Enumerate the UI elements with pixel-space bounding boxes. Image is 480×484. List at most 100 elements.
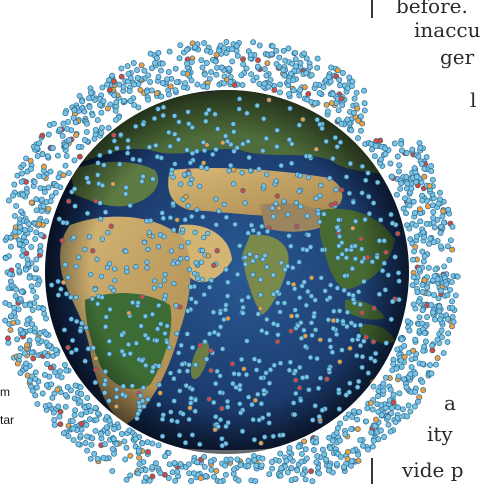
satellite-dot [365,370,371,376]
satellite-dot [127,452,134,459]
satellite-dot [154,326,161,332]
satellite-dot [150,176,156,182]
satellite-dot [141,67,148,74]
satellite-dot [221,80,227,87]
satellite-dot [223,50,230,57]
satellite-dot [336,387,342,393]
satellite-dot [56,216,62,222]
satellite-dot [205,253,211,259]
satellite-dot [221,45,228,52]
satellite-dot [49,145,56,151]
satellite-dot [78,391,85,397]
satellite-dot [149,473,156,480]
satellite-dot [125,341,132,348]
satellite-dot [382,287,388,293]
satellite-dot [354,105,361,112]
satellite-dot [217,373,223,379]
satellite-dot [336,308,343,314]
satellite-dot [313,146,319,152]
satellite-dot [139,294,145,300]
satellite-dot [246,154,252,161]
satellite-dot [355,289,362,295]
satellite-dot [224,398,231,405]
satellite-dot [381,434,388,440]
satellite-dot [113,386,120,393]
satellite-dot [28,166,34,173]
satellite-dot [82,246,88,252]
satellite-dot [189,386,195,392]
satellite-dot [62,403,69,410]
satellite-dot [444,292,451,299]
satellite-dot [421,165,428,172]
satellite-dot [175,260,181,266]
satellite-dot [43,315,49,322]
satellite-dot [302,446,309,453]
text-fragment-3: ger [440,45,475,69]
satellite-dot [106,86,113,93]
satellite-dot [180,411,186,417]
satellite-dot [146,477,153,484]
satellite-dot [130,156,136,162]
satellite-dot [297,86,304,93]
satellite-dot [65,170,72,177]
satellite-dot [381,238,387,244]
satellite-dot [307,153,313,159]
satellite-dot [285,280,291,286]
satellite-dot [199,64,206,71]
satellite-dot [258,292,264,298]
satellite-dot [303,455,310,462]
satellite-dot [415,153,422,160]
satellite-dot [407,408,414,415]
satellite-dot [361,278,367,285]
satellite-dot [346,74,353,81]
satellite-dot [309,332,315,338]
satellite-dot [332,134,338,141]
satellite-dot [312,297,318,303]
satellite-dot [32,235,39,242]
satellite-dot [425,264,432,271]
satellite-dot [349,265,356,272]
satellite-dot [26,274,33,281]
satellite-dot [292,63,299,70]
satellite-dot [89,112,96,119]
satellite-dot [285,211,291,218]
satellite-dot [319,247,326,253]
satellite-dot [219,436,225,442]
satellite-dot [419,378,426,385]
satellite-dot [300,116,306,123]
satellite-dot [113,441,120,447]
satellite-dot [153,90,160,97]
satellite-dot [18,178,25,185]
satellite-dot [340,463,347,470]
satellite-dot [186,266,193,273]
satellite-dot [295,443,302,450]
satellite-dot [275,332,281,338]
satellite-dot [449,246,456,253]
satellite-dot [359,354,366,360]
satellite-dot [97,216,104,222]
satellite-dot [381,260,387,266]
satellite-dot [200,139,207,146]
satellite-dot [102,209,109,215]
satellite-dot [231,371,237,377]
satellite-dot [188,77,195,84]
satellite-dot [273,47,280,54]
satellite-dot [73,263,79,270]
satellite-dot [450,318,457,325]
satellite-dot [177,42,184,49]
satellite-dot [245,462,252,469]
satellite-dot [55,292,62,298]
satellite-dot [416,314,423,321]
satellite-dot [288,313,295,319]
satellite-dot [273,200,279,207]
satellite-dot [253,254,260,260]
satellite-dot [301,50,308,57]
satellite-dot [298,458,305,465]
satellite-dot [96,101,103,108]
satellite-dot [328,64,335,71]
satellite-dot [327,445,334,452]
satellite-dot [211,262,217,269]
satellite-dot [185,461,192,468]
satellite-dot [240,141,246,147]
satellite-dot [368,429,375,436]
